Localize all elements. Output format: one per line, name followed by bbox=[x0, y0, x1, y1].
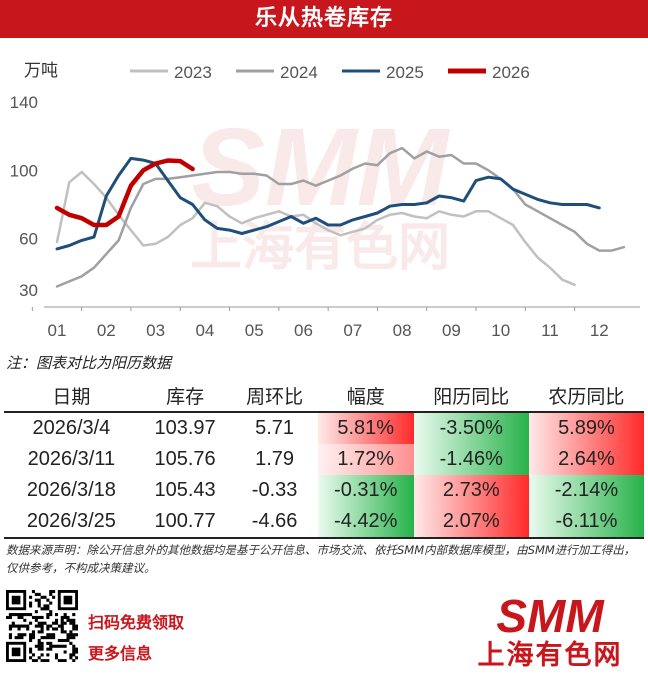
table-cell: 2.73% bbox=[413, 475, 529, 506]
column-header: 阳历同比 bbox=[413, 380, 529, 413]
promo-line-1[interactable]: 扫码免费领取 bbox=[88, 613, 185, 632]
x-tick-label: 02 bbox=[97, 321, 116, 340]
table-body: 2026/3/4 103.97 5.71 5.81% -3.50% 5.89% 2026/3… bbox=[4, 412, 644, 539]
table-cell: 2026/3/18 bbox=[26, 479, 116, 501]
table-cell: 5.81% bbox=[317, 412, 414, 444]
table-row: 2026/3/25 100.77 -4.66 -4.42% 2.07% -6.11% bbox=[4, 506, 644, 539]
column-header: 农历同比 bbox=[528, 380, 644, 413]
smm-logo: SMM 上海有色网 bbox=[478, 596, 623, 668]
y-tick-label: 60 bbox=[19, 230, 38, 249]
legend-label-2025: 2025 bbox=[386, 63, 424, 82]
table-cell: 1.79 bbox=[255, 448, 295, 470]
table-cell: 103.97 bbox=[154, 417, 216, 439]
table-header-row: 日期 库存 周环比 幅度 阳历同比 农历同比 bbox=[4, 380, 644, 413]
x-tick-label: 11 bbox=[541, 321, 559, 340]
legend-label-2024: 2024 bbox=[280, 63, 318, 82]
table-row: 2026/3/18 105.43 -0.33 -0.31% 2.73% -2.14% bbox=[4, 475, 644, 506]
table-cell: 2026/3/4 bbox=[32, 417, 111, 439]
x-tick-label: 08 bbox=[393, 321, 412, 340]
table-cell: 5.89% bbox=[528, 412, 644, 444]
table-cell: -6.11% bbox=[528, 506, 644, 539]
logo-cn-text: 上海有色网 bbox=[478, 639, 623, 668]
table-cell: 2026/3/11 bbox=[27, 448, 116, 470]
table-cell: 2026/3/25 bbox=[4, 506, 139, 539]
x-tick-label: 04 bbox=[195, 321, 214, 340]
column-header: 库存 bbox=[138, 380, 232, 413]
x-tick-label: 09 bbox=[442, 321, 461, 340]
table-cell: 2.64% bbox=[528, 444, 644, 475]
unit-label: 万吨 bbox=[24, 61, 58, 81]
table-cell: 5.71 bbox=[255, 417, 295, 439]
x-tick-label: 06 bbox=[294, 321, 313, 340]
y-axis: 30 60 100 140 bbox=[10, 93, 38, 300]
inventory-table: 日期 库存 周环比 幅度 阳历同比 农历同比 2026/3/4 103.97 5.71 5.81… bbox=[4, 380, 644, 539]
watermark-smm: SMM bbox=[192, 106, 451, 229]
chart-title-banner: 乐从热卷库存 bbox=[0, 0, 648, 38]
table-cell: 1.72% bbox=[317, 444, 414, 475]
qr-code[interactable] bbox=[6, 590, 78, 662]
table-cell: -3.50% bbox=[413, 412, 529, 444]
chart-title: 乐从热卷库存 bbox=[254, 6, 393, 31]
x-tick-label: 12 bbox=[590, 321, 609, 340]
promo-line-2[interactable]: 更多信息 bbox=[88, 644, 153, 663]
column-header: 周环比 bbox=[231, 380, 318, 413]
watermark: SMM 上海有色网 bbox=[190, 106, 451, 278]
watermark-cn: 上海有色网 bbox=[190, 218, 450, 278]
table-cell: -2.14% bbox=[528, 475, 644, 506]
column-header: 幅度 bbox=[317, 380, 414, 413]
y-tick-label: 100 bbox=[10, 161, 38, 180]
y-tick-label: 140 bbox=[10, 93, 38, 112]
logo-smm-text: SMM bbox=[496, 596, 605, 642]
x-axis: 01 02 03 04 05 06 07 08 09 10 11 12 bbox=[31, 307, 609, 340]
series-line-2024 bbox=[55, 146, 626, 288]
data-source-statement: 数据来源声明：除公开信息外的其他数据均是基于公开信息、市场交流、依托SMM内部数… bbox=[6, 543, 636, 575]
table-row: 2026/3/4 103.97 5.71 5.81% -3.50% 5.89% bbox=[4, 412, 644, 444]
x-tick-label: 10 bbox=[491, 321, 510, 340]
table-cell: 2.07% bbox=[413, 506, 529, 539]
legend-label-2023: 2023 bbox=[174, 63, 212, 82]
legend-label-2026: 2026 bbox=[492, 63, 530, 82]
table-cell: -0.31% bbox=[317, 475, 414, 506]
table-cell: -1.46% bbox=[413, 444, 529, 475]
series-line-2025 bbox=[55, 156, 601, 251]
chart-note: 注：图表对比为阳历数据 bbox=[6, 354, 172, 372]
legend: 2023 2024 2025 2026 bbox=[130, 63, 530, 82]
column-header: 日期 bbox=[4, 380, 139, 413]
table-cell: 100.77 bbox=[138, 506, 232, 539]
table-row: 2026/3/11 105.76 1.79 1.72% -1.46% 2.64% bbox=[4, 444, 644, 475]
x-tick-label: 07 bbox=[343, 321, 362, 340]
line-chart: SMM 上海有色网 万吨 2023 2024 2025 2026 30 60 100 140… bbox=[10, 61, 640, 340]
table-cell: 105.43 bbox=[154, 479, 216, 501]
table-cell: -0.33 bbox=[251, 479, 298, 501]
x-tick-label: 05 bbox=[245, 321, 264, 340]
x-tick-label: 03 bbox=[146, 321, 165, 340]
table-cell: -4.42% bbox=[317, 506, 414, 539]
table-cell: 105.76 bbox=[154, 448, 216, 470]
x-tick-label: 01 bbox=[48, 321, 67, 340]
series-lines bbox=[54, 146, 626, 288]
series-line-2026 bbox=[54, 158, 195, 228]
y-tick-label: 30 bbox=[19, 281, 38, 300]
table-cell: -4.66 bbox=[231, 506, 318, 539]
series-line-2023 bbox=[55, 170, 576, 287]
